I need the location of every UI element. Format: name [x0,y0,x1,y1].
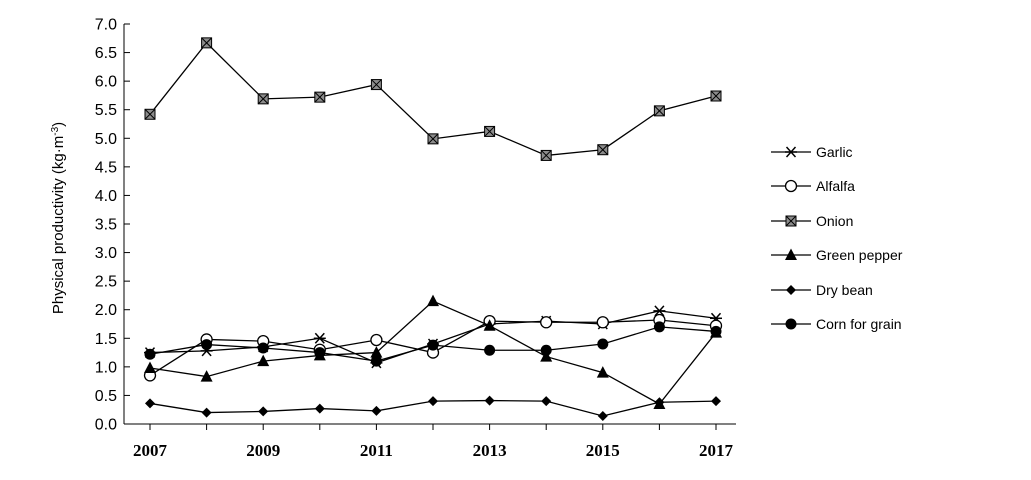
legend-item-garlic: Garlic [771,144,853,160]
legend-label: Corn for grain [816,316,902,332]
data-point-onion [201,37,213,49]
data-point-corn-for-grain [484,344,496,356]
y-axis-label: Physical productivity (kg·m-3) [50,122,68,314]
x-tick-label: 2009 [246,441,280,460]
data-point-onion [484,125,496,137]
series-green-pepper [144,294,722,409]
series-dry-bean [145,395,721,421]
legend-item-onion: Onion [771,213,853,229]
data-point-dry-bean [541,396,552,407]
legend-marker-garlic [785,146,797,158]
data-point-dry-bean [258,406,269,417]
data-point-onion [144,108,156,120]
legend-label: Green pepper [816,247,903,263]
data-point-garlic [313,332,326,344]
legend-marker-alfalfa [784,179,798,193]
y-tick-label: 4.0 [95,188,117,205]
legend-marker-onion [785,215,797,227]
y-tick-label: 3.5 [95,217,117,234]
x-tick-label: 2011 [360,441,393,460]
legend-label: Garlic [816,144,853,160]
data-point-dry-bean [314,403,325,414]
data-point-green-pepper [144,361,156,373]
x-tick-label: 2015 [586,441,620,460]
plot-axes: 0.0 0.5 1.0 1.5 2.0 2.5 3.0 3.5 4.0 4.5 5.0 5.5 6.0 6… [95,17,736,460]
data-point-onion [314,91,326,103]
legend-label: Alfalfa [816,178,855,194]
data-point-corn-for-grain [257,342,269,354]
y-tick-label: 1.0 [95,359,117,376]
y-tick-label: 5.0 [95,131,117,148]
y-tick-label: 4.5 [95,159,117,176]
data-point-corn-for-grain [540,344,552,356]
data-point-green-pepper [427,294,439,307]
legend-label: Dry bean [816,282,873,298]
x-tick-label: 2007 [133,441,168,460]
data-point-dry-bean [428,396,438,407]
series-onion [144,37,722,161]
data-point-dry-bean [654,397,665,408]
legend-item-green-pepper: Green pepper [771,247,903,263]
data-point-dry-bean [597,411,608,421]
y-tick-label: 6.0 [95,74,117,91]
x-tick-label: 2017 [699,441,734,460]
data-point-green-pepper [540,350,553,362]
y-tick-label: 7.0 [95,17,117,34]
data-point-corn-for-grain [427,339,439,351]
legend-marker-green-pepper [785,248,797,260]
y-tick-label: 2.0 [95,302,117,319]
data-point-corn-for-grain [597,338,609,350]
data-point-corn-for-grain [653,321,665,333]
data-point-corn-for-grain [314,347,326,359]
data-point-dry-bean [201,407,212,418]
data-point-onion [653,105,665,117]
legend-label: Onion [816,213,853,229]
data-point-alfalfa [370,333,383,347]
y-tick-label: 3.0 [95,245,117,262]
data-point-corn-for-grain [710,325,722,337]
y-tick-label: 0.0 [95,417,117,434]
x-tick-label: 2013 [473,441,507,460]
y-tick-label: 0.5 [95,388,117,405]
legend-item-dry-bean: Dry bean [771,282,873,298]
data-point-garlic [653,305,666,317]
data-point-dry-bean [371,405,382,416]
data-point-green-pepper [596,366,609,378]
data-point-corn-for-grain [201,339,213,351]
data-point-onion [597,144,609,156]
data-point-dry-bean [711,396,721,407]
y-tick-label: 2.5 [95,274,117,291]
data-point-alfalfa [540,316,553,329]
data-point-green-pepper [370,346,383,358]
data-point-dry-bean [145,398,155,409]
data-point-onion [710,90,722,102]
data-point-onion [370,79,382,91]
y-tick-label: 6.5 [95,45,117,62]
legend-marker-corn-for-grain [785,318,797,330]
y-tick-label: 1.5 [95,331,117,348]
legend-item-alfalfa: Alfalfa [771,178,855,194]
data-point-corn-for-grain [144,348,156,360]
data-point-corn-for-grain [370,355,382,367]
data-point-green-pepper [483,319,496,331]
legend: Garlic Alfalfa Onion Green pepper Dry bean Co… [771,144,903,332]
legend-marker-dry-bean [786,285,796,295]
series-layer [143,37,723,421]
data-point-onion [257,93,269,105]
data-point-alfalfa [596,316,609,329]
legend-item-corn-for-grain: Corn for grain [771,316,902,332]
data-point-onion [540,149,552,161]
data-point-green-pepper [257,354,270,367]
data-point-green-pepper [200,370,213,382]
data-point-onion [427,133,439,145]
series-corn-for-grain [144,321,722,367]
y-tick-label: 5.5 [95,102,117,119]
data-point-dry-bean [484,395,495,406]
